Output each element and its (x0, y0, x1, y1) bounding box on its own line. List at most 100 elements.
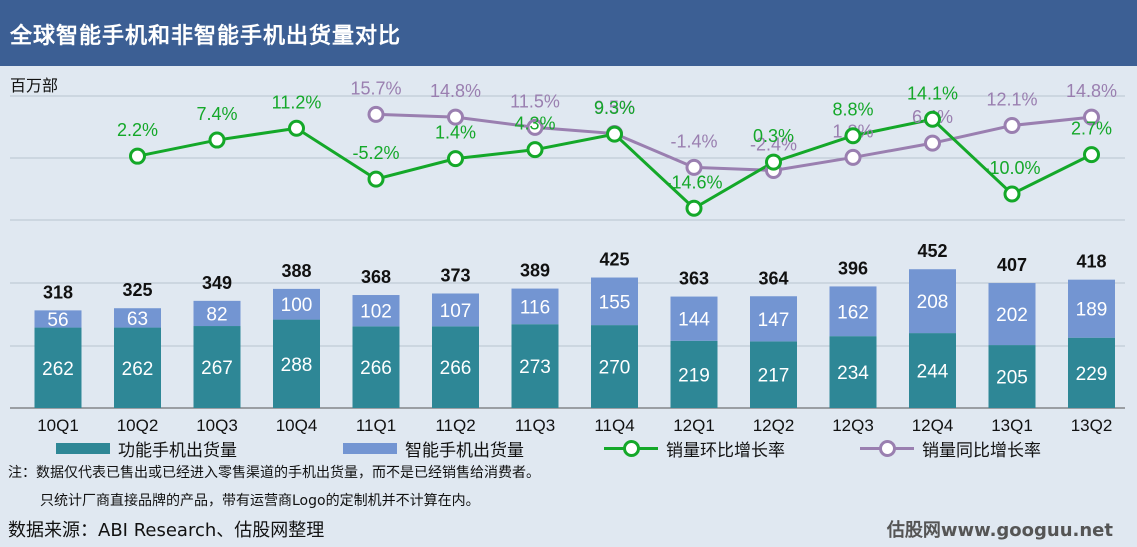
data-label-total: 389 (520, 261, 550, 281)
data-label-qoq: -5.2% (352, 143, 399, 163)
data-label-smartphone: 202 (996, 305, 1028, 326)
x-tick-label: 10Q2 (117, 416, 159, 435)
data-label-total: 452 (917, 241, 947, 261)
data-label-smartphone: 155 (599, 292, 631, 313)
data-label-total: 318 (43, 282, 73, 302)
bar-smartphone (352, 295, 400, 327)
data-label-total: 349 (202, 273, 232, 293)
data-label-smartphone: 116 (520, 297, 550, 318)
data-label-feature-phone: 288 (281, 355, 313, 376)
bar-feature-phone (34, 327, 82, 408)
bar-smartphone (511, 288, 559, 325)
data-label-qoq: 9.3% (594, 98, 635, 118)
bar-feature-phone (591, 325, 638, 408)
data-label-feature-phone: 205 (996, 368, 1028, 389)
data-label-feature-phone: 262 (42, 359, 74, 380)
data-label-smartphone: 147 (758, 310, 790, 331)
point-yoy (447, 108, 464, 126)
data-label-total: 364 (758, 268, 788, 288)
bar-smartphone (829, 286, 877, 337)
x-tick-label: 12Q1 (673, 416, 715, 435)
x-tick-label: 12Q4 (912, 416, 954, 435)
data-label-qoq: -10.0% (983, 158, 1040, 178)
legend-label-feature-phone: 功能手机出货量 (118, 440, 237, 461)
point-qoq (526, 141, 544, 159)
x-tick-label: 11Q2 (435, 416, 475, 435)
data-label-feature-phone: 267 (201, 358, 233, 379)
data-label-qoq: 1.4% (435, 123, 476, 143)
data-label-feature-phone: 270 (599, 358, 631, 379)
data-label-smartphone: 82 (206, 304, 227, 325)
x-tick-label: 10Q3 (196, 416, 238, 435)
data-label-feature-phone: 266 (360, 358, 392, 379)
data-label-smartphone: 102 (360, 302, 392, 323)
legend-label-smartphone: 智能手机出货量 (405, 440, 524, 461)
watermark-text: 估股网www.googuu.net (886, 520, 1113, 541)
bar-feature-phone (511, 324, 559, 408)
legend-item-feature-phone: 功能手机出货量 (56, 437, 237, 461)
data-label-smartphone: 63 (127, 309, 148, 330)
legend-item-smartphone: 智能手机出货量 (343, 437, 524, 461)
footnote-1: 注：数据仅代表已售出或已经进入零售渠道的手机出货量，而不是已经销售给消费者。 (8, 465, 540, 481)
bar-feature-phone (432, 326, 479, 408)
point-yoy (924, 134, 941, 152)
x-tick-label: 10Q4 (276, 416, 318, 435)
bar-feature-phone (670, 340, 718, 408)
data-label-total: 388 (281, 261, 311, 281)
bar-smartphone (34, 310, 82, 328)
data-label-yoy: 15.7% (350, 78, 401, 98)
data-label-yoy: 12.1% (986, 89, 1037, 109)
data-label-total: 363 (679, 269, 709, 289)
data-label-feature-phone: 266 (440, 358, 472, 379)
legend-label-qoq: 销量环比增长率 (666, 440, 785, 461)
point-qoq (765, 153, 782, 171)
bar-feature-phone (273, 319, 320, 408)
source-text: 数据来源：ABI Research、估股网整理 (8, 520, 325, 541)
unit-label: 百万部 (10, 76, 59, 95)
bar-feature-phone (352, 326, 400, 408)
legend-marker-qoq (604, 439, 658, 457)
legend: 功能手机出货量 智能手机出货量 销量环比增长率 销量同比增长率 (0, 437, 1137, 461)
point-yoy (685, 158, 703, 176)
legend-marker-yoy (860, 439, 914, 457)
data-label-smartphone: 100 (281, 295, 313, 316)
legend-label-yoy: 销量同比增长率 (922, 440, 1041, 461)
data-label-yoy: -2.4% (750, 134, 797, 154)
bar-smartphone (988, 283, 1036, 346)
line-series-yoy (375, 112, 1092, 172)
bar-feature-phone (988, 345, 1036, 408)
data-label-total: 407 (997, 255, 1027, 275)
x-tick-label: 11Q3 (515, 416, 555, 435)
point-qoq (447, 150, 464, 168)
bar-feature-phone (193, 326, 241, 408)
bar-feature-phone (114, 327, 161, 408)
point-qoq (685, 199, 703, 217)
data-label-yoy: 9.5% (594, 98, 635, 118)
data-label-total: 425 (599, 250, 629, 270)
point-yoy (1083, 108, 1100, 126)
point-qoq (1083, 146, 1100, 164)
data-label-smartphone: 107 (440, 301, 472, 322)
data-label-feature-phone: 244 (917, 362, 949, 383)
point-qoq (606, 125, 623, 143)
data-label-feature-phone: 273 (519, 357, 551, 378)
data-label-qoq: 7.4% (196, 104, 237, 124)
point-qoq (129, 147, 146, 165)
data-label-smartphone: 144 (678, 310, 710, 331)
point-qoq (367, 170, 385, 188)
bar-feature-phone (909, 333, 956, 408)
data-label-total: 418 (1076, 252, 1106, 272)
data-label-qoq: 14.1% (907, 83, 958, 103)
data-label-qoq: 2.7% (1071, 119, 1112, 139)
bar-smartphone (750, 296, 797, 342)
bar-smartphone (1068, 279, 1115, 338)
point-qoq (844, 127, 862, 145)
x-tick-label: 10Q1 (37, 416, 79, 435)
legend-item-yoy: 销量同比增长率 (860, 437, 1041, 461)
point-yoy (844, 148, 862, 166)
bar-smartphone (432, 293, 479, 327)
footnote-2: 只统计厂商直接品牌的产品，带有运营商Logo的定制机并不计算在内。 (40, 493, 480, 509)
data-label-smartphone: 162 (837, 302, 869, 323)
bar-feature-phone (750, 341, 797, 408)
